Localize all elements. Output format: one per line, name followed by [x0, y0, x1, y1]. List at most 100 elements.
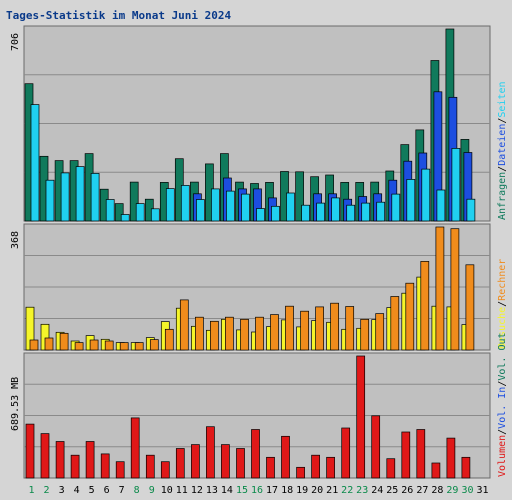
day-label-23: 23: [356, 485, 368, 496]
bar-rechner-day-4: [74, 342, 84, 351]
day-label-17: 17: [266, 485, 278, 496]
bar-rechner-day-9: [149, 339, 159, 351]
bar-volumen-day-1: [25, 423, 35, 479]
bar-volumen-day-20: [311, 454, 320, 479]
bar-seiten-day-16: [256, 208, 265, 222]
bar-seiten-day-17: [271, 205, 280, 222]
bar-rechner-day-25: [390, 296, 400, 351]
legend-entry: Besuche: [497, 307, 508, 349]
bar-seiten-day-8: [135, 203, 145, 222]
legend-separator: /: [497, 166, 508, 172]
bar-volumen-day-6: [100, 453, 110, 479]
bar-volumen-day-30: [461, 456, 471, 479]
legend-entry: Rechner: [497, 259, 508, 301]
day-label-31: 31: [476, 485, 488, 496]
day-label-3: 3: [59, 485, 65, 496]
bar-seiten-day-26: [406, 179, 416, 222]
bar-volumen-day-22: [341, 427, 351, 479]
legend-entry: Dateien: [497, 124, 508, 166]
legend-entry: Volumen: [497, 435, 508, 477]
day-label-10: 10: [161, 485, 173, 496]
bar-rechner-day-1: [29, 339, 39, 351]
bar-volumen-day-19: [296, 466, 305, 479]
bar-seiten-day-10: [165, 188, 175, 222]
bar-seiten-day-22: [346, 204, 356, 222]
day-label-12: 12: [191, 485, 203, 496]
bar-volumen-day-21: [326, 456, 335, 479]
day-label-20: 20: [311, 485, 323, 496]
bar-volumen-day-9: [145, 454, 155, 479]
bar-rechner-day-24: [375, 313, 385, 351]
bar-volumen-day-11: [175, 448, 185, 479]
ymax-label-top: 706: [10, 33, 21, 51]
bar-rechner-day-18: [285, 305, 294, 351]
bar-seiten-day-30: [466, 198, 476, 222]
legend-separator: /: [497, 381, 508, 387]
bar-seiten-day-29: [451, 148, 461, 222]
day-label-15: 15: [236, 485, 248, 496]
day-label-11: 11: [176, 485, 188, 496]
bar-volumen-day-13: [206, 426, 215, 479]
day-label-19: 19: [296, 485, 308, 496]
legend-entry: Vol. In: [497, 387, 508, 429]
panel-top: [23, 25, 491, 222]
bar-volumen-day-27: [416, 429, 426, 479]
day-label-13: 13: [206, 485, 218, 496]
bar-volumen-day-23: [356, 355, 366, 479]
bar-volumen-day-4: [70, 454, 80, 479]
day-label-22: 22: [341, 485, 353, 496]
legend-entry: Anfragen: [497, 172, 508, 220]
day-label-9: 9: [149, 485, 155, 496]
day-label-30: 30: [461, 485, 473, 496]
bar-rechner-day-11: [179, 299, 189, 351]
bar-seiten-day-4: [75, 166, 85, 222]
day-label-1: 1: [28, 485, 34, 496]
day-label-4: 4: [74, 485, 80, 496]
chart-panels: [23, 25, 491, 479]
bar-seiten-day-18: [286, 192, 295, 222]
day-label-21: 21: [326, 485, 338, 496]
bar-seiten-day-15: [241, 193, 250, 222]
bar-volumen-day-15: [236, 448, 245, 479]
bar-rechner-day-17: [270, 314, 279, 351]
day-label-25: 25: [386, 485, 398, 496]
legend-separator: /: [497, 429, 508, 435]
bar-rechner-day-14: [225, 316, 234, 351]
bar-rechner-day-2: [44, 337, 54, 351]
bar-volumen-day-16: [251, 429, 260, 479]
day-label-26: 26: [401, 485, 413, 496]
legend-middle: Besuche/Rechner: [497, 259, 508, 349]
bar-seiten-day-25: [391, 193, 401, 222]
day-label-24: 24: [371, 485, 383, 496]
day-label-29: 29: [446, 485, 458, 496]
bar-rechner-day-15: [240, 318, 249, 351]
bar-seiten-day-5: [90, 173, 100, 222]
bar-seiten-day-6: [105, 199, 115, 222]
legend-separator: /: [497, 301, 508, 307]
bar-rechner-day-27: [420, 261, 430, 351]
day-label-27: 27: [416, 485, 428, 496]
bar-rechner-day-22: [345, 306, 355, 351]
axis-labels: 706 368 689.53 MB: [10, 33, 21, 431]
bar-rechner-day-23: [360, 318, 370, 351]
bar-rechner-day-28: [435, 226, 445, 351]
legend-top: Anfragen/Dateien/Seiten: [497, 81, 508, 220]
panel-bottom: [23, 352, 491, 479]
legend-bottom: Volumen/Vol. In/Vol. Out: [497, 332, 508, 477]
bar-rechner-day-6: [104, 340, 114, 351]
bar-seiten-day-9: [150, 208, 160, 222]
day-label-6: 6: [104, 485, 110, 496]
bar-rechner-day-19: [300, 310, 309, 351]
panel-middle: [23, 223, 491, 351]
bar-volumen-day-24: [371, 415, 381, 479]
bar-seiten-day-14: [226, 190, 235, 222]
ymax-label-bottom: 689.53 MB: [10, 377, 21, 431]
bar-seiten-day-19: [301, 204, 310, 222]
bar-seiten-day-28: [436, 189, 446, 222]
bar-volumen-day-18: [281, 435, 290, 479]
day-label-14: 14: [221, 485, 233, 496]
bar-seiten-day-11: [180, 185, 190, 222]
bar-rechner-day-20: [315, 306, 324, 351]
chart-title: Tages-Statistik im Monat Juni 2024: [6, 9, 232, 22]
